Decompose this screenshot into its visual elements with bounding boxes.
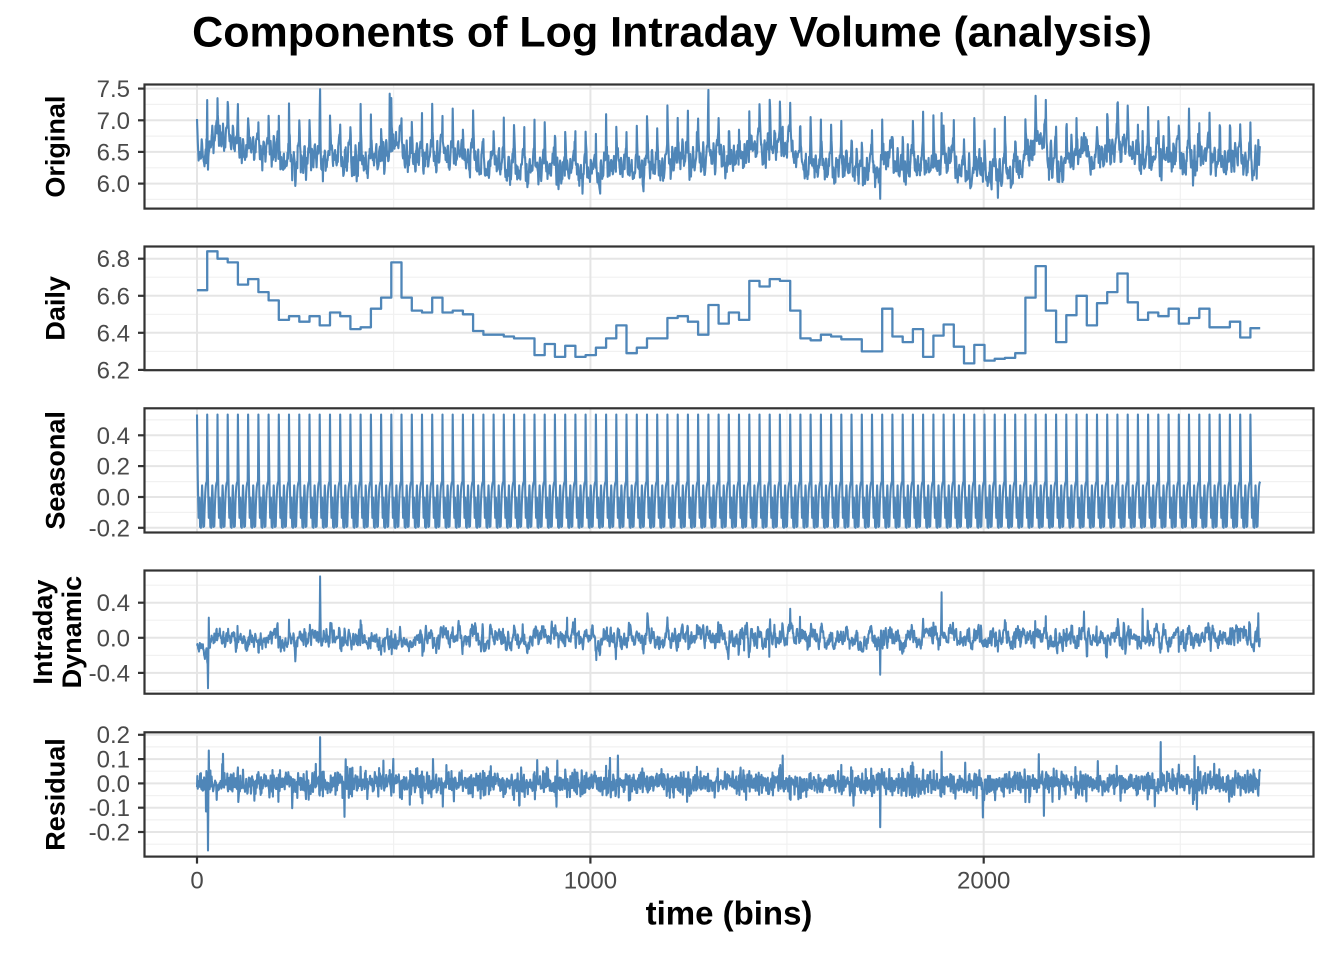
svg-text:6.2: 6.2 (97, 357, 130, 384)
svg-text:0.4: 0.4 (97, 423, 130, 450)
svg-text:6.0: 6.0 (97, 171, 130, 198)
svg-text:2000: 2000 (957, 868, 1010, 895)
svg-text:0.1: 0.1 (97, 747, 130, 774)
svg-text:Residual: Residual (41, 738, 71, 851)
svg-text:6.6: 6.6 (97, 283, 130, 310)
svg-text:Intraday: Intraday (28, 580, 58, 685)
svg-text:Original: Original (41, 96, 71, 198)
svg-text:0: 0 (190, 868, 203, 895)
svg-text:Daily: Daily (41, 276, 71, 341)
svg-text:0.0: 0.0 (97, 625, 130, 652)
svg-text:-0.1: -0.1 (89, 795, 130, 822)
svg-text:0.0: 0.0 (97, 771, 130, 798)
svg-text:Seasonal: Seasonal (41, 411, 71, 530)
svg-text:1000: 1000 (564, 868, 617, 895)
svg-text:-0.4: -0.4 (89, 660, 130, 687)
svg-text:Components of Log Intraday Vol: Components of Log Intraday Volume (analy… (192, 9, 1152, 57)
svg-text:6.4: 6.4 (97, 320, 130, 347)
svg-text:6.8: 6.8 (97, 246, 130, 273)
svg-text:0.2: 0.2 (97, 722, 130, 749)
svg-text:0.0: 0.0 (97, 485, 130, 512)
svg-text:Dynamic: Dynamic (57, 576, 87, 689)
svg-text:7.5: 7.5 (97, 76, 130, 103)
svg-text:0.4: 0.4 (97, 590, 130, 617)
svg-text:time (bins): time (bins) (646, 895, 813, 932)
svg-text:0.2: 0.2 (97, 454, 130, 481)
svg-text:6.5: 6.5 (97, 139, 130, 166)
svg-text:-0.2: -0.2 (89, 820, 130, 847)
svg-text:7.0: 7.0 (97, 108, 130, 135)
svg-text:-0.2: -0.2 (89, 515, 130, 542)
